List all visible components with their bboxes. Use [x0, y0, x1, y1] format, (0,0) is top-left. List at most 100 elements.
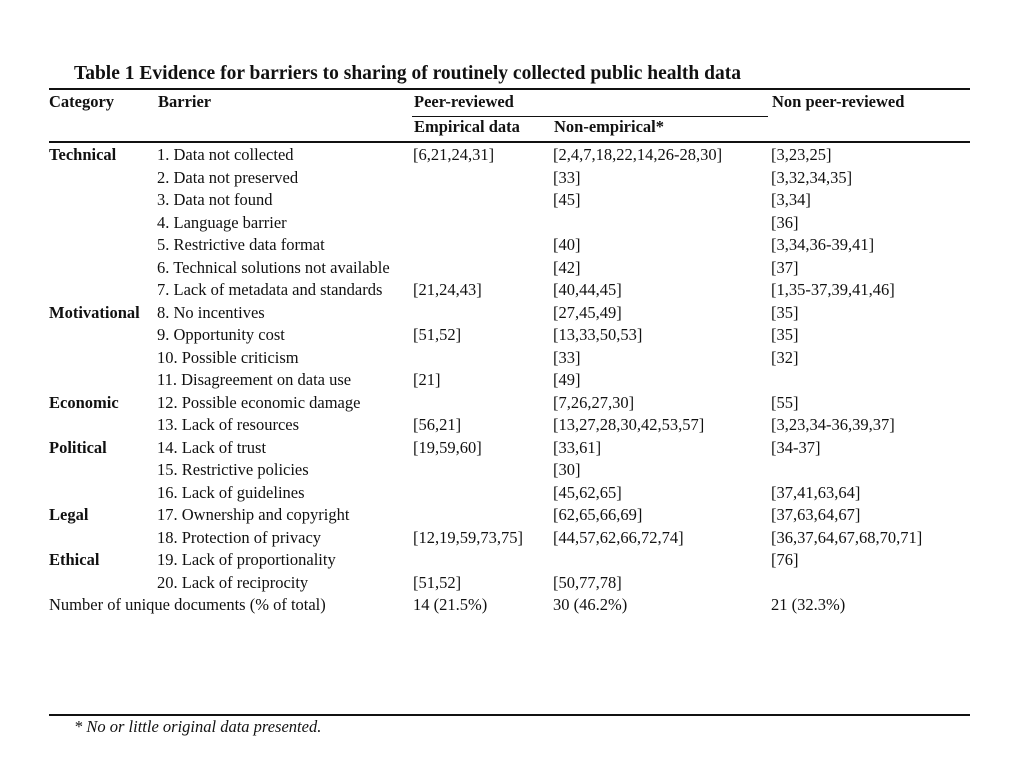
empirical-cell [413, 392, 553, 415]
table-row: 7. Lack of metadata and standards [21,24,… [49, 279, 974, 302]
category-cell [49, 212, 157, 235]
category-cell [49, 347, 157, 370]
summary-empirical-cell: 14 (21.5%) [413, 595, 488, 614]
empirical-cell [413, 302, 553, 325]
empirical-cell: [6,21,24,31] [413, 145, 495, 164]
empirical-cell: [51,52] [413, 572, 462, 592]
non-empirical-cell: [33,61] [553, 437, 602, 457]
non-peer-cell: [36] [771, 212, 799, 232]
barrier-cell: 20. Lack of reciprocity [157, 572, 309, 592]
non-empirical-cell: [7,26,27,30] [553, 392, 635, 412]
non-peer-cell [771, 459, 974, 482]
barrier-cell: 17. Ownership and copyright [157, 505, 350, 524]
table-row: 9. Opportunity cost [51,52] [13,33,50,53] [… [49, 324, 974, 347]
non-empirical-cell: [27,45,49] [553, 302, 622, 322]
peer-reviewed-subrule [412, 116, 768, 117]
non-peer-cell: [3,23,25] [771, 145, 832, 164]
barrier-cell: 1. Data not collected [157, 145, 294, 164]
empirical-cell: [21] [413, 370, 441, 389]
non-peer-cell: [35] [771, 325, 799, 344]
barrier-cell: 6. Technical solutions not available [157, 257, 390, 277]
empirical-cell [413, 482, 553, 505]
category-cell [49, 482, 157, 505]
category-cell: Economic [49, 392, 119, 412]
non-empirical-cell: [40,44,45] [553, 280, 622, 299]
table-row: 4. Language barrier [36] [49, 212, 974, 235]
barrier-cell: 9. Opportunity cost [157, 325, 285, 344]
empirical-cell: [56,21] [413, 415, 462, 434]
barrier-cell: 19. Lack of proportionality [157, 550, 336, 569]
category-cell: Technical [49, 145, 117, 164]
empirical-cell [413, 504, 553, 527]
non-empirical-cell [553, 549, 771, 572]
empirical-cell [413, 167, 553, 190]
non-empirical-cell: [45,62,65] [553, 482, 622, 502]
non-peer-cell [771, 572, 974, 595]
barrier-cell: 2. Data not preserved [157, 167, 299, 187]
top-rule [49, 88, 970, 90]
bottom-rule [49, 714, 970, 716]
non-empirical-cell: [33] [553, 347, 581, 367]
non-empirical-cell: [2,4,7,18,22,14,26-28,30] [553, 145, 723, 164]
barrier-cell: 15. Restrictive policies [157, 460, 309, 479]
empirical-cell [413, 234, 553, 257]
non-peer-cell: [37,63,64,67] [771, 505, 861, 524]
category-cell [49, 324, 157, 347]
summary-non-peer-cell: 21 (32.3%) [771, 595, 846, 614]
table-row: Technical 1. Data not collected [6,21,24,3… [49, 144, 974, 167]
non-empirical-cell: [45] [553, 190, 581, 209]
category-cell [49, 189, 157, 212]
empirical-cell [413, 189, 553, 212]
table-row: 10. Possible criticism [33] [32] [49, 347, 974, 370]
non-empirical-cell: [49] [553, 370, 581, 389]
non-empirical-cell: [30] [553, 460, 581, 479]
table-row: 3. Data not found [45] [3,34] [49, 189, 974, 212]
header-empirical: Empirical data [414, 117, 520, 136]
non-empirical-cell: [33] [553, 167, 581, 187]
category-cell [49, 572, 157, 595]
category-cell: Motivational [49, 302, 140, 322]
category-cell [49, 257, 157, 280]
empirical-cell [413, 459, 553, 482]
non-peer-cell: [36,37,64,67,68,70,71] [771, 527, 923, 547]
category-cell [49, 167, 157, 190]
table-row: 11. Disagreement on data use [21] [49] [49, 369, 974, 392]
category-cell [49, 414, 157, 437]
category-cell [49, 369, 157, 392]
empirical-cell: [12,19,59,73,75] [413, 527, 523, 547]
barrier-cell: 12. Possible economic damage [157, 392, 361, 412]
table-row: Economic 12. Possible economic damage [7,2… [49, 392, 974, 415]
summary-label: Number of unique documents (% of total) [49, 595, 326, 614]
non-peer-cell: [3,34,36-39,41] [771, 235, 875, 254]
non-peer-cell: [3,23,34-36,39,37] [771, 415, 895, 434]
non-peer-cell: [32] [771, 347, 799, 367]
barrier-cell: 7. Lack of metadata and standards [157, 280, 383, 299]
non-empirical-cell: [13,27,28,30,42,53,57] [553, 415, 705, 434]
non-empirical-cell: [50,77,78] [553, 572, 622, 592]
table-row: 2. Data not preserved [33] [3,32,34,35] [49, 167, 974, 190]
header-non-empirical: Non-empirical* [554, 117, 664, 136]
barrier-cell: 10. Possible criticism [157, 347, 299, 367]
non-empirical-cell: [42] [553, 257, 581, 277]
table-row: 13. Lack of resources [56,21] [13,27,28,30… [49, 414, 974, 437]
table-row: Motivational 8. No incentives [27,45,49] [3… [49, 302, 974, 325]
non-peer-cell: [3,32,34,35] [771, 167, 853, 187]
barrier-cell: 5. Restrictive data format [157, 235, 325, 254]
non-empirical-cell: [44,57,62,66,72,74] [553, 527, 684, 547]
empirical-cell: [51,52] [413, 325, 462, 344]
category-cell [49, 234, 157, 257]
table-row: 5. Restrictive data format [40] [3,34,36-3… [49, 234, 974, 257]
non-peer-cell: [76] [771, 550, 799, 569]
non-peer-cell: [55] [771, 392, 799, 412]
non-peer-cell [771, 369, 974, 392]
category-cell: Ethical [49, 550, 100, 569]
barrier-cell: 18. Protection of privacy [157, 527, 322, 547]
empirical-cell [413, 347, 553, 370]
table-row: Ethical 19. Lack of proportionality [76] [49, 549, 974, 572]
non-peer-cell: [37] [771, 257, 799, 277]
category-cell [49, 527, 157, 550]
empirical-cell: [21,24,43] [413, 280, 482, 299]
category-cell: Legal [49, 505, 89, 524]
empirical-cell: [19,59,60] [413, 437, 482, 457]
